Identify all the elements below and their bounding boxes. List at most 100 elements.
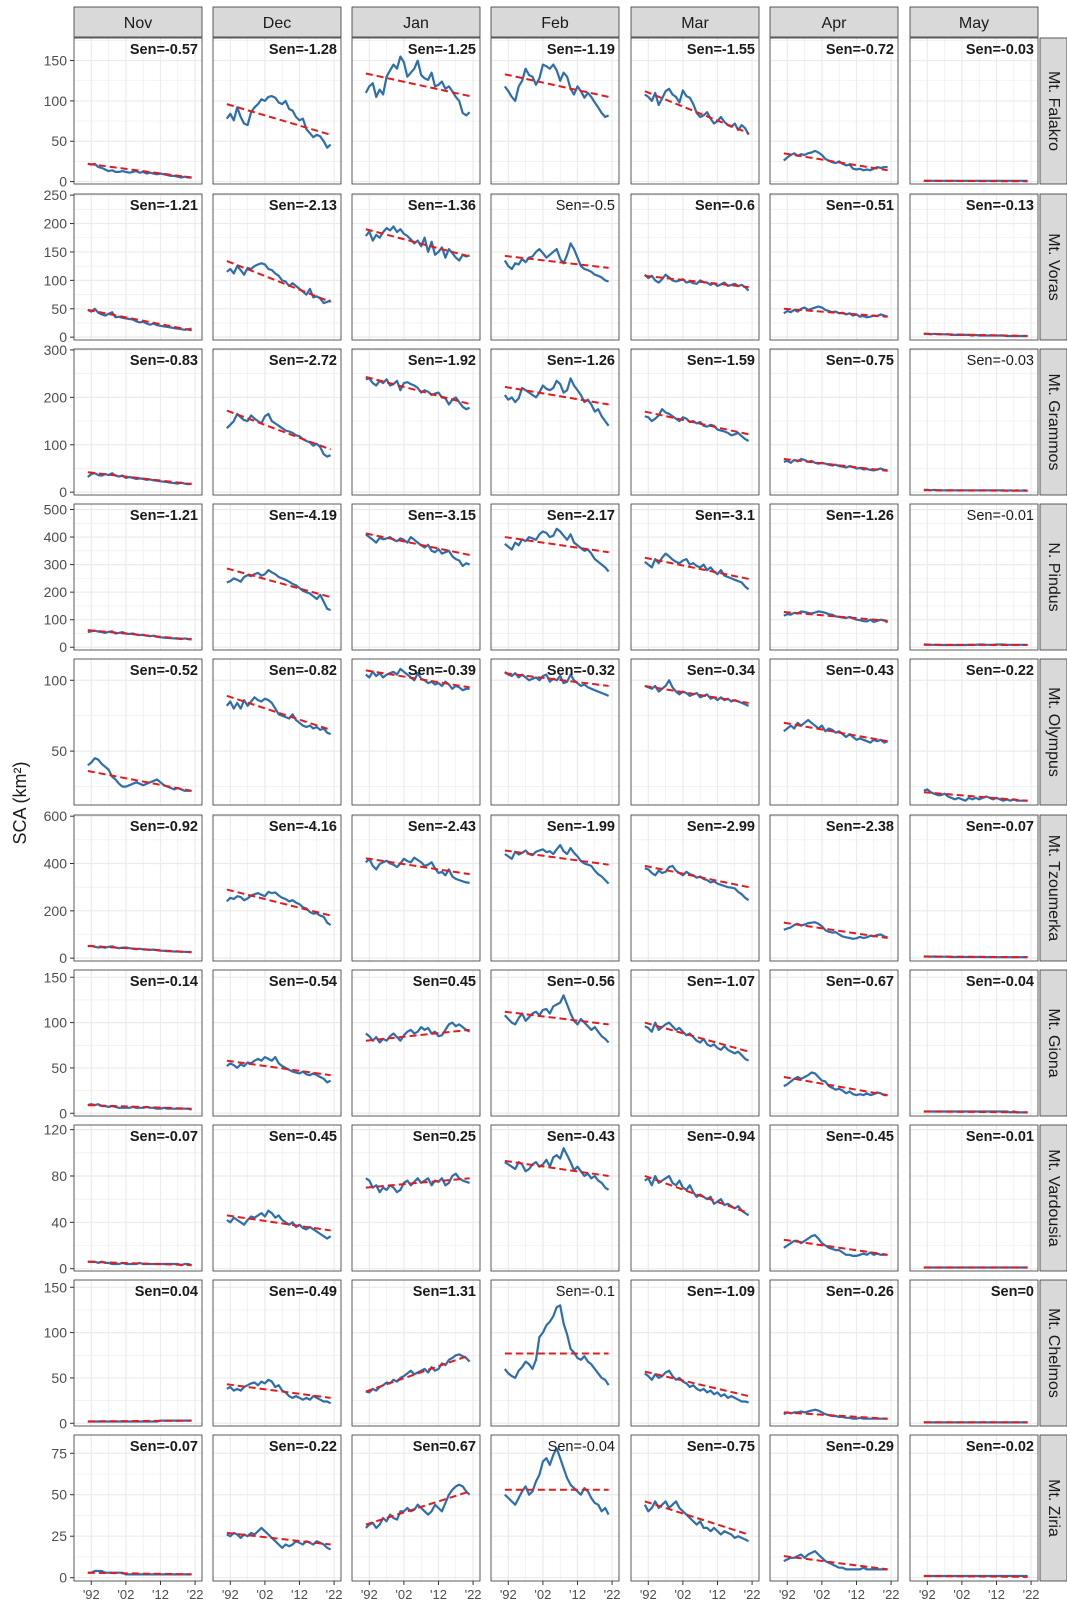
panel-r9-c6: Sen=-0.26	[770, 1280, 898, 1426]
panel-background	[631, 504, 759, 650]
panel-r2-c3: Sen=-1.36	[352, 194, 480, 340]
x-tick-label: '12	[848, 1587, 865, 1602]
sen-label: Sen=-2.13	[269, 198, 337, 214]
region-strip-8: Mt. Vardousia	[1040, 1125, 1067, 1271]
region-strip-4: N. Pindus	[1040, 504, 1067, 650]
panel-r6-c5: Sen=-2.99	[631, 815, 759, 961]
region-strip-2: Mt. Voras	[1040, 194, 1067, 340]
month-label: Mar	[681, 15, 709, 32]
panel-r1-c3: Sen=-1.25	[352, 38, 480, 184]
region-strip-3: Mt. Grammos	[1040, 349, 1067, 495]
x-axis-col-5: '92'02'12'22	[640, 1581, 761, 1602]
panel-background	[910, 504, 1038, 650]
panel-background	[352, 38, 480, 184]
x-tick-label: '92	[500, 1587, 517, 1602]
sen-label: Sen=-0.07	[130, 1439, 198, 1455]
panel-background	[910, 659, 1038, 805]
panel-background	[910, 1125, 1038, 1271]
panel-r5-c6: Sen=-0.43	[770, 659, 898, 805]
panel-background	[910, 970, 1038, 1116]
sen-label: Sen=1.31	[413, 1284, 476, 1300]
sen-label: Sen=-0.13	[966, 198, 1034, 214]
panel-r5-c3: Sen=-0.39	[352, 659, 480, 805]
panel-background	[213, 1125, 341, 1271]
sen-label: Sen=-0.04	[548, 1439, 615, 1455]
panel-background	[631, 1280, 759, 1426]
panel-r1-c5: Sen=-1.55	[631, 38, 759, 184]
panel-r4-c7: Sen=-0.01	[910, 504, 1038, 650]
panel-background	[213, 38, 341, 184]
sen-label: Sen=-1.92	[408, 353, 476, 369]
region-label: Mt. Tzoumerka	[1045, 835, 1062, 942]
region-label: Mt. Falakro	[1045, 71, 1062, 151]
sen-label: Sen=0	[991, 1284, 1034, 1300]
sen-label: Sen=-0.6	[695, 198, 755, 214]
sen-label: Sen=-0.67	[826, 974, 894, 990]
sen-label: Sen=-0.1	[556, 1284, 615, 1300]
panel-r3-c1: Sen=-0.83	[74, 349, 202, 495]
x-axis-col-2: '92'02'12'22	[222, 1581, 343, 1602]
panel-r10-c6: Sen=-0.29	[770, 1435, 898, 1581]
y-tick-label: 250	[44, 187, 68, 203]
y-tick-label: 0	[59, 639, 67, 655]
sen-label: Sen=-0.32	[547, 663, 615, 679]
panel-r6-c1: Sen=-0.92	[74, 815, 202, 961]
y-tick-label: 100	[44, 437, 68, 453]
sen-label: Sen=-0.03	[967, 353, 1034, 369]
panel-background	[631, 815, 759, 961]
x-tick-label: '02	[674, 1587, 691, 1602]
sen-label: Sen=-1.59	[687, 353, 755, 369]
panel-background	[770, 349, 898, 495]
month-label: May	[959, 15, 989, 32]
panel-background	[74, 1280, 202, 1426]
region-label: Mt. Ziria	[1045, 1479, 1062, 1537]
sen-label: Sen=-1.36	[408, 198, 476, 214]
panel-r3-c5: Sen=-1.59	[631, 349, 759, 495]
panel-background	[213, 194, 341, 340]
panel-background	[491, 970, 619, 1116]
sen-label: Sen=-2.43	[408, 819, 476, 835]
sen-label: Sen=-0.39	[408, 663, 476, 679]
x-tick-label: '22	[326, 1587, 343, 1602]
y-tick-label: 50	[51, 133, 67, 149]
sen-label: Sen=-1.19	[547, 42, 615, 58]
x-tick-label: '22	[883, 1587, 900, 1602]
sen-label: Sen=-0.43	[547, 1129, 615, 1145]
sen-label: Sen=-1.99	[547, 819, 615, 835]
panel-r3-c2: Sen=-2.72	[213, 349, 341, 495]
sen-label: Sen=-0.04	[966, 974, 1034, 990]
x-tick-label: '12	[709, 1587, 726, 1602]
panel-background	[74, 1435, 202, 1581]
x-tick-label: '02	[953, 1587, 970, 1602]
panel-r3-c3: Sen=-1.92	[352, 349, 480, 495]
sen-label: Sen=-0.34	[687, 663, 755, 679]
month-strip-nov: Nov	[74, 7, 202, 37]
panel-r5-c7: Sen=-0.22	[910, 659, 1038, 805]
panel-background	[74, 504, 202, 650]
y-tick-label: 200	[44, 903, 68, 919]
panel-background	[631, 194, 759, 340]
panel-r6-c7: Sen=-0.07	[910, 815, 1038, 961]
y-tick-label: 50	[51, 301, 67, 317]
panel-r4-c4: Sen=-2.17	[491, 504, 619, 650]
y-tick-label: 100	[44, 672, 68, 688]
panel-background	[631, 659, 759, 805]
x-tick-label: '92	[361, 1587, 378, 1602]
y-tick-label: 100	[44, 93, 68, 109]
y-tick-label: 400	[44, 529, 68, 545]
sen-label: Sen=-0.22	[269, 1439, 337, 1455]
sen-label: Sen=-1.21	[130, 198, 198, 214]
y-tick-label: 100	[44, 1015, 68, 1031]
sen-label: Sen=-0.03	[966, 42, 1034, 58]
panel-r7-c6: Sen=-0.67	[770, 970, 898, 1116]
x-tick-label: '12	[291, 1587, 308, 1602]
panel-background	[352, 659, 480, 805]
x-axis-col-1: '92'02'12'22	[83, 1581, 204, 1602]
panel-r2-c7: Sen=-0.13	[910, 194, 1038, 340]
x-tick-label: '02	[256, 1587, 273, 1602]
